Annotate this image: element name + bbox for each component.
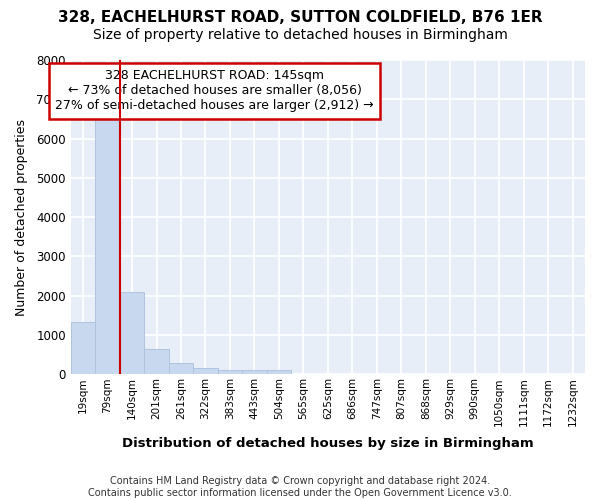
- Text: Size of property relative to detached houses in Birmingham: Size of property relative to detached ho…: [92, 28, 508, 42]
- Text: 328, EACHELHURST ROAD, SUTTON COLDFIELD, B76 1ER: 328, EACHELHURST ROAD, SUTTON COLDFIELD,…: [58, 10, 542, 25]
- Bar: [144, 349, 169, 374]
- Text: 328 EACHELHURST ROAD: 145sqm
← 73% of detached houses are smaller (8,056)
27% of: 328 EACHELHURST ROAD: 145sqm ← 73% of de…: [55, 70, 374, 112]
- Y-axis label: Number of detached properties: Number of detached properties: [15, 118, 28, 316]
- Bar: [193, 368, 218, 374]
- Text: Contains HM Land Registry data © Crown copyright and database right 2024.
Contai: Contains HM Land Registry data © Crown c…: [88, 476, 512, 498]
- Bar: [242, 370, 266, 374]
- Bar: [218, 370, 242, 374]
- Bar: [95, 115, 120, 374]
- Bar: [266, 370, 291, 374]
- Bar: [169, 362, 193, 374]
- Bar: [120, 292, 144, 374]
- X-axis label: Distribution of detached houses by size in Birmingham: Distribution of detached houses by size …: [122, 437, 534, 450]
- Bar: [71, 322, 95, 374]
